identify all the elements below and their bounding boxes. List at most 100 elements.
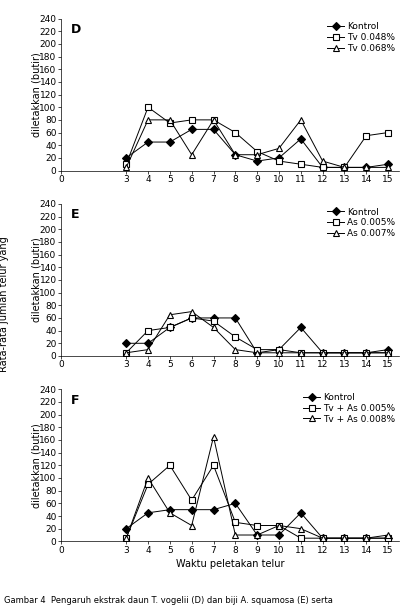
Kontrol (254, 157, 259, 165)
Kontrol (298, 509, 303, 516)
Kontrol (276, 154, 281, 162)
As 0.005% (145, 327, 150, 334)
Y-axis label: diletakkan (butir): diletakkan (butir) (31, 52, 41, 137)
Line: Tv 0.068%: Tv 0.068% (123, 117, 390, 170)
Tv + As 0.005% (211, 461, 216, 469)
As 0.005% (123, 349, 128, 356)
Tv 0.048% (363, 132, 368, 139)
Line: Tv 0.048%: Tv 0.048% (123, 105, 390, 170)
Kontrol (167, 324, 172, 331)
Tv 0.048% (232, 129, 237, 136)
Line: Kontrol: Kontrol (123, 126, 390, 170)
Kontrol (385, 534, 389, 542)
Kontrol (123, 525, 128, 533)
Kontrol (341, 349, 346, 356)
Kontrol (319, 349, 324, 356)
Tv + As 0.005% (298, 534, 303, 542)
Tv 0.048% (276, 157, 281, 165)
Tv 0.048% (298, 161, 303, 168)
Tv + As 0.005% (363, 534, 368, 542)
As 0.007% (276, 349, 281, 356)
Tv + As 0.008% (254, 531, 259, 539)
Tv + As 0.008% (276, 522, 281, 529)
Kontrol (145, 139, 150, 146)
Kontrol (254, 531, 259, 539)
Tv + As 0.005% (145, 481, 150, 488)
Tv + As 0.008% (298, 525, 303, 533)
Tv 0.048% (319, 164, 324, 171)
Line: Kontrol: Kontrol (123, 315, 390, 356)
Line: As 0.007%: As 0.007% (123, 308, 390, 356)
Kontrol (254, 349, 259, 356)
Kontrol (298, 324, 303, 331)
Line: Tv + As 0.005%: Tv + As 0.005% (123, 463, 390, 541)
Tv + As 0.005% (123, 534, 128, 542)
Tv 0.068% (232, 151, 237, 158)
Kontrol (145, 509, 150, 516)
As 0.007% (123, 349, 128, 356)
Tv 0.048% (211, 116, 216, 123)
Text: E: E (71, 209, 79, 221)
Tv 0.068% (189, 151, 194, 158)
Tv + As 0.008% (319, 534, 324, 542)
As 0.005% (341, 349, 346, 356)
As 0.005% (189, 314, 194, 322)
Y-axis label: diletakkan (butir): diletakkan (butir) (31, 238, 41, 322)
Kontrol (232, 314, 237, 322)
Kontrol (319, 534, 324, 542)
Tv + As 0.008% (363, 534, 368, 542)
Legend: Kontrol, As 0.005%, As 0.007%: Kontrol, As 0.005%, As 0.007% (325, 206, 396, 240)
As 0.005% (363, 349, 368, 356)
Tv 0.068% (167, 116, 172, 123)
Kontrol (189, 314, 194, 322)
Text: Rata-rata jumlah telur yang: Rata-rata jumlah telur yang (0, 236, 9, 372)
Tv 0.068% (385, 164, 389, 171)
Tv 0.068% (145, 116, 150, 123)
Kontrol (232, 151, 237, 158)
As 0.007% (145, 346, 150, 353)
Legend: Kontrol, Tv 0.048%, Tv 0.068%: Kontrol, Tv 0.048%, Tv 0.068% (325, 20, 396, 55)
Kontrol (167, 506, 172, 513)
Tv 0.048% (341, 164, 346, 171)
Tv + As 0.005% (319, 534, 324, 542)
Tv 0.068% (319, 157, 324, 165)
Text: D: D (71, 23, 81, 36)
Tv 0.068% (341, 164, 346, 171)
Tv + As 0.005% (385, 534, 389, 542)
Y-axis label: diletakkan (butir): diletakkan (butir) (31, 423, 41, 508)
Kontrol (319, 164, 324, 171)
Kontrol (276, 531, 281, 539)
Kontrol (385, 161, 389, 168)
Line: Tv + As 0.008%: Tv + As 0.008% (123, 434, 390, 541)
Legend: Kontrol, Tv + As 0.005%, Tv + As 0.008%: Kontrol, Tv + As 0.005%, Tv + As 0.008% (301, 391, 396, 426)
Tv 0.048% (189, 116, 194, 123)
Kontrol (211, 314, 216, 322)
Tv 0.068% (123, 164, 128, 171)
As 0.005% (385, 349, 389, 356)
Kontrol (276, 346, 281, 353)
Kontrol (189, 506, 194, 513)
As 0.007% (254, 349, 259, 356)
Tv + As 0.008% (167, 509, 172, 516)
Kontrol (363, 534, 368, 542)
Kontrol (363, 349, 368, 356)
Tv + As 0.005% (167, 461, 172, 469)
Tv 0.068% (254, 151, 259, 158)
Tv 0.048% (145, 103, 150, 111)
Tv + As 0.005% (254, 522, 259, 529)
Tv 0.048% (167, 119, 172, 126)
As 0.005% (276, 346, 281, 353)
Tv 0.048% (123, 161, 128, 168)
Tv + As 0.005% (341, 534, 346, 542)
As 0.007% (232, 346, 237, 353)
Tv + As 0.008% (385, 531, 389, 539)
Kontrol (167, 139, 172, 146)
As 0.007% (385, 349, 389, 356)
Tv + As 0.005% (232, 519, 237, 526)
Kontrol (189, 126, 194, 133)
As 0.007% (189, 308, 194, 316)
Tv + As 0.008% (189, 522, 194, 529)
Tv 0.068% (276, 145, 281, 152)
X-axis label: Waktu peletakan telur: Waktu peletakan telur (175, 559, 283, 568)
Kontrol (341, 164, 346, 171)
